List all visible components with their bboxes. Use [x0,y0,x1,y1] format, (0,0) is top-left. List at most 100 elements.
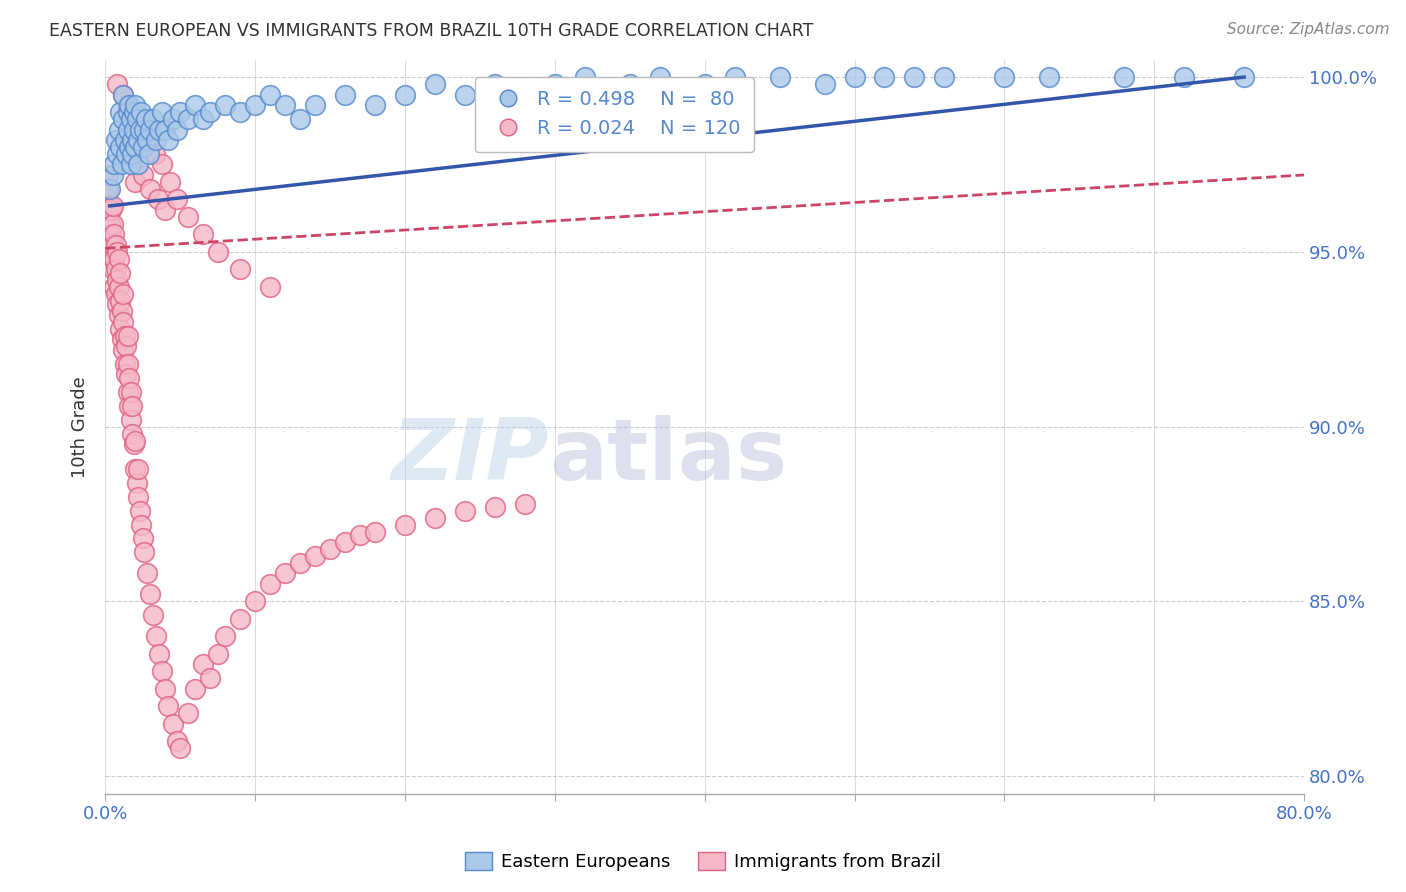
Point [127,157,149,171]
Point [108,293,131,308]
Point [108,105,131,120]
Point [136,133,159,147]
Point [122,105,145,120]
Point [259,577,281,591]
Point [484,500,506,514]
Point [118,140,141,154]
Point [100,227,122,242]
Point [122,122,145,136]
Point [544,77,567,91]
Point [127,461,149,475]
Text: Source: ZipAtlas.com: Source: ZipAtlas.com [1226,22,1389,37]
Point [112,87,135,102]
Point [142,112,165,126]
Point [423,510,446,524]
Point [118,370,141,384]
Point [191,227,214,242]
Point [107,280,129,294]
Point [101,217,124,231]
Point [184,98,207,112]
Point [108,140,131,154]
Point [723,70,745,84]
Point [101,199,124,213]
Text: ZIP: ZIP [391,415,548,498]
Point [101,238,124,252]
Point [103,157,125,171]
Point [104,286,127,301]
Point [619,77,641,91]
Point [1173,70,1195,84]
Point [121,112,143,126]
Point [120,412,142,426]
Point [513,87,536,102]
Point [128,122,150,136]
Point [162,716,184,731]
Point [111,157,134,171]
Point [148,122,170,136]
Point [243,98,266,112]
Point [97,168,120,182]
Point [129,517,152,532]
Point [129,105,152,120]
Point [135,112,157,126]
Point [105,77,128,91]
Point [124,175,146,189]
Point [454,503,477,517]
Point [115,368,138,382]
Point [100,202,122,217]
Point [288,556,311,570]
Point [105,147,128,161]
Point [104,133,127,147]
Point [96,217,118,231]
Point [768,70,790,84]
Point [112,286,135,301]
Y-axis label: 10th Grade: 10th Grade [72,376,89,477]
Text: EASTERN EUROPEAN VS IMMIGRANTS FROM BRAZIL 10TH GRADE CORRELATION CHART: EASTERN EUROPEAN VS IMMIGRANTS FROM BRAZ… [49,22,814,40]
Point [184,681,207,696]
Point [101,262,124,277]
Point [333,535,356,549]
Point [145,629,167,643]
Point [118,98,141,112]
Point [100,252,122,266]
Point [304,549,326,563]
Point [574,70,596,84]
Point [364,98,387,112]
Point [159,175,181,189]
Point [108,322,131,336]
Point [176,112,198,126]
Point [394,517,416,532]
Point [934,70,956,84]
Point [229,612,252,626]
Point [198,105,221,120]
Point [176,210,198,224]
Point [394,87,416,102]
Point [148,647,170,661]
Point [124,98,146,112]
Point [166,122,188,136]
Point [166,193,188,207]
Legend: R = 0.498    N =  80, R = 0.024    N = 120: R = 0.498 N = 80, R = 0.024 N = 120 [475,77,754,152]
Point [117,357,139,371]
Point [844,70,866,84]
Point [139,122,162,136]
Point [304,98,326,112]
Point [198,671,221,685]
Point [136,566,159,581]
Point [117,384,139,399]
Point [1114,70,1136,84]
Point [333,87,356,102]
Point [319,541,342,556]
Point [131,532,153,546]
Point [813,77,835,91]
Point [108,266,131,280]
Point [423,77,446,91]
Point [124,434,146,448]
Point [127,490,149,504]
Point [104,262,127,277]
Point [114,328,136,343]
Point [153,681,176,696]
Point [191,657,214,672]
Point [142,608,165,623]
Point [120,112,142,126]
